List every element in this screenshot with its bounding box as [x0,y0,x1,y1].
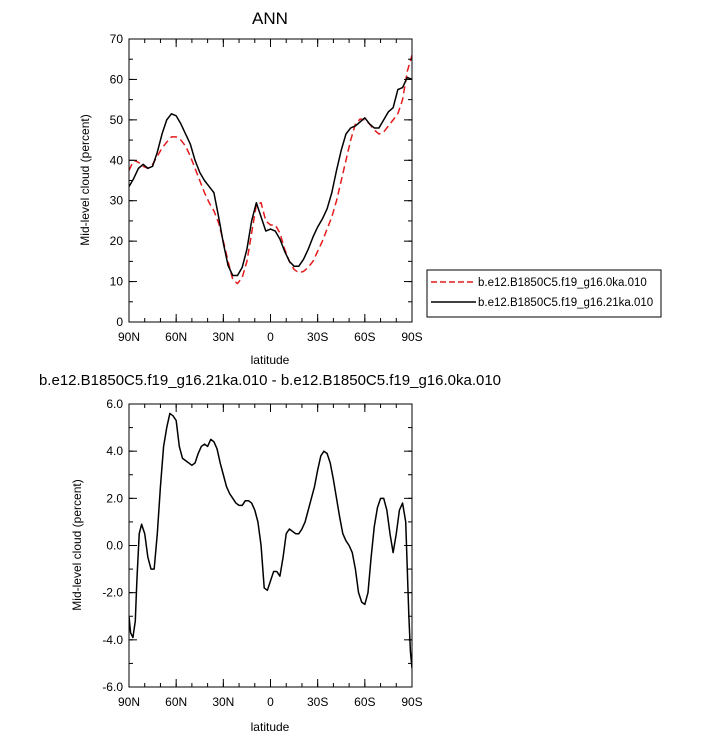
top-x-tick-label: 0 [267,330,274,344]
bottom-x-tick-label: 0 [267,695,274,709]
top-y-axis: 0 10 20 30 40 50 60 70 [110,32,412,329]
top-y-tick-label: 20 [110,234,124,248]
bottom-y-tick-label: 2.0 [106,491,123,505]
bottom-x-axis: 90N 60N 30N 0 30S 60S 90S [118,404,423,709]
top-series-line-0 [129,54,412,285]
legend-label-21ka: b.e12.B1850C5.f19_g16.21ka.010 [478,297,653,309]
top-y-tick-label: 50 [110,113,124,127]
bottom-y-tick-label: -6.0 [102,680,123,694]
bottom-series-line-0 [129,412,412,669]
bottom-x-tick-label: 60S [354,695,375,709]
top-y-axis-label: Mid-level cloud (percent) [78,114,92,245]
bottom-x-tick-label: 30S [307,695,328,709]
top-plot-area [129,54,412,285]
top-x-tick-label: 90S [401,330,422,344]
bottom-plot-area [129,412,412,669]
legend: b.e12.B1850C5.f19_g16.0ka.010 b.e12.B185… [426,269,662,318]
top-x-axis-label: latitude [251,353,290,367]
bottom-panel: b.e12.B1850C5.f19_g16.21ka.010 - b.e12.B… [39,372,501,734]
top-y-tick-label: 60 [110,72,124,86]
bottom-chart-title: b.e12.B1850C5.f19_g16.21ka.010 - b.e12.B… [39,372,501,389]
top-x-tick-label: 30N [212,330,234,344]
top-x-tick-label: 30S [307,330,328,344]
top-y-tick-label: 0 [116,315,123,329]
top-series-line-1 [129,76,412,277]
top-x-tick-label: 60S [354,330,375,344]
top-y-tick-label: 70 [110,32,124,46]
bottom-y-axis: -6.0 -4.0 -2.0 0.0 2.0 4.0 6.0 [102,397,412,694]
top-plot-frame [128,38,413,323]
bottom-x-axis-label: latitude [251,720,290,734]
top-y-tick-label: 30 [110,194,124,208]
bottom-y-tick-label: 6.0 [106,397,123,411]
top-y-tick-label: 10 [110,275,124,289]
top-x-axis: 90N 60N 30N 0 30S 60S 90S [118,39,423,344]
top-y-tick-label: 40 [110,153,124,167]
top-chart-title: ANN [252,9,288,28]
bottom-y-tick-label: -2.0 [102,586,123,600]
bottom-x-tick-label: 30N [212,695,234,709]
bottom-y-axis-label: Mid-level cloud (percent) [70,479,84,610]
bottom-y-tick-label: 0.0 [106,539,123,553]
top-x-tick-label: 90N [118,330,140,344]
bottom-x-tick-label: 60N [165,695,187,709]
top-x-tick-label: 60N [165,330,187,344]
bottom-y-tick-label: 4.0 [106,444,123,458]
bottom-x-tick-label: 90S [401,695,422,709]
bottom-y-tick-label: -4.0 [102,633,123,647]
legend-box [426,269,662,318]
legend-label-0ka: b.e12.B1850C5.f19_g16.0ka.010 [478,277,647,289]
bottom-x-tick-label: 90N [118,695,140,709]
bottom-plot-frame [128,403,413,688]
